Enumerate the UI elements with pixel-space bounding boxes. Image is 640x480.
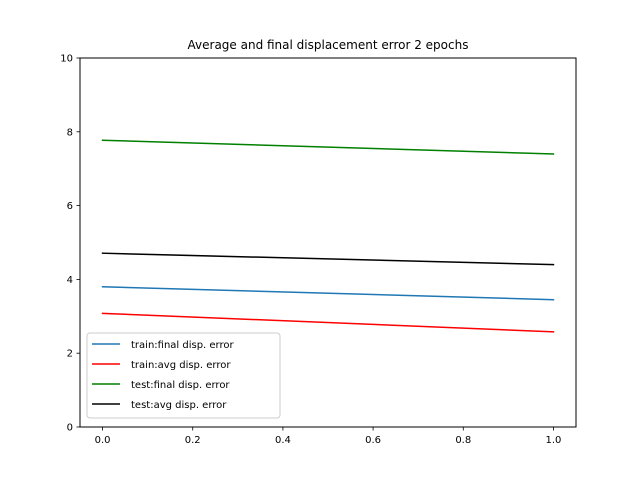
series-line-4 bbox=[101, 252, 555, 266]
y-tick-label: 8 bbox=[67, 127, 73, 138]
legend-label-3: test:final disp. error bbox=[131, 380, 230, 391]
y-tick-label: 0 bbox=[67, 423, 73, 434]
series-line-3 bbox=[101, 139, 555, 155]
series-layer bbox=[101, 139, 555, 333]
y-tick-label: 10 bbox=[60, 54, 73, 65]
x-tick-label: 0.8 bbox=[455, 435, 471, 446]
legend-label-2: train:avg disp. error bbox=[131, 360, 231, 371]
plot-area-frame bbox=[79, 57, 577, 428]
x-tick-label: 0.4 bbox=[275, 435, 291, 446]
x-tick-label: 1.0 bbox=[546, 435, 562, 446]
y-tick-label: 4 bbox=[67, 275, 73, 286]
y-tick-label: 6 bbox=[67, 201, 73, 212]
x-tick-label: 0.6 bbox=[365, 435, 381, 446]
legend-label-4: test:avg disp. error bbox=[131, 400, 227, 411]
series-line-2 bbox=[101, 312, 555, 333]
x-axis: 0.0 0.2 0.4 0.6 0.8 1.0 bbox=[95, 427, 562, 446]
legend-box bbox=[86, 332, 281, 419]
x-tick-label: 0.0 bbox=[95, 435, 111, 446]
legend-label-1: train:final disp. error bbox=[131, 340, 235, 351]
y-tick-label: 2 bbox=[67, 349, 73, 360]
y-axis: 0 2 4 6 8 10 bbox=[60, 54, 80, 434]
x-tick-label: 0.2 bbox=[185, 435, 201, 446]
series-line-1 bbox=[101, 286, 555, 301]
legend: train:final disp. error train:avg disp. e… bbox=[86, 332, 281, 419]
chart-title: Average and final displacement error 2 e… bbox=[188, 38, 469, 52]
